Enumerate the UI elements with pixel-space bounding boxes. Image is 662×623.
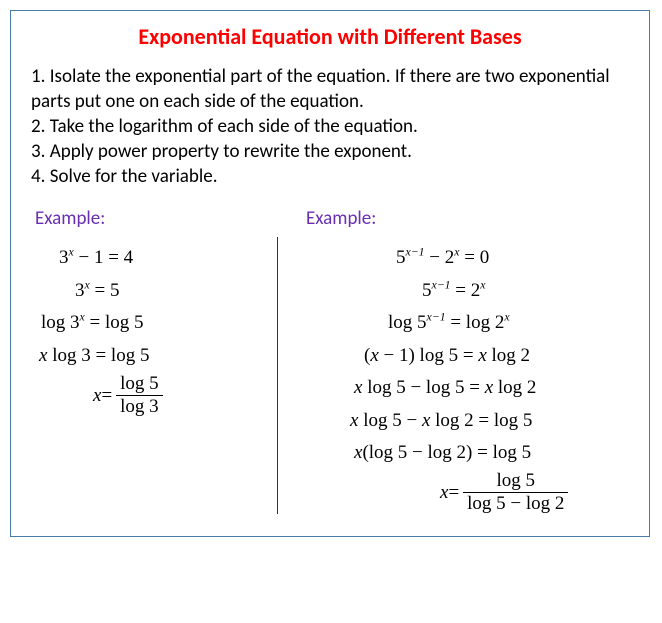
example-left: Example: 3x − 1 = 4 3x = 5 log 3x = log 5 x… — [31, 207, 280, 518]
example-right: Example: 5x−1 − 2x = 0 5x−1 = 2x log 5x−1 … — [280, 207, 629, 518]
math-line: log 5x−1 = log 2x — [346, 308, 629, 337]
step-3: 3. Apply power property to rewrite the e… — [31, 139, 629, 164]
example-label-right: Example: — [306, 207, 629, 230]
math-line: x log 5 − x log 2 = log 5 — [346, 406, 629, 435]
column-divider — [277, 237, 278, 514]
math-right: 5x−1 − 2x = 0 5x−1 = 2x log 5x−1 = log 2x (… — [306, 238, 629, 515]
page-title: Exponential Equation with Different Base… — [31, 23, 629, 50]
steps-list: 1. Isolate the exponential part of the e… — [31, 64, 629, 189]
math-line: x log 5 − log 5 = x log 2 — [346, 373, 629, 402]
math-left: 3x − 1 = 4 3x = 5 log 3x = log 5 x log 3 = … — [35, 238, 280, 417]
math-line: 3x = 5 — [37, 276, 280, 305]
step-2: 2. Take the logarithm of each side of th… — [31, 114, 629, 139]
examples-row: Example: 3x − 1 = 4 3x = 5 log 3x = log 5 x… — [31, 207, 629, 518]
example-label-left: Example: — [35, 207, 280, 230]
math-line: 5x−1 = 2x — [346, 276, 629, 305]
math-line: 3x − 1 = 4 — [37, 243, 280, 272]
lesson-card: Exponential Equation with Different Base… — [10, 10, 650, 537]
math-line: log 3x = log 5 — [37, 308, 280, 337]
math-line: x(log 5 − log 2) = log 5 — [346, 438, 629, 467]
math-line: x = log 5log 5 − log 2 — [346, 470, 629, 515]
step-4: 4. Solve for the variable. — [31, 164, 629, 189]
math-line: x = log 5log 3 — [37, 373, 280, 418]
math-line: (x − 1) log 5 = x log 2 — [346, 341, 629, 370]
math-line: 5x−1 − 2x = 0 — [346, 243, 629, 272]
step-1: 1. Isolate the exponential part of the e… — [31, 64, 629, 114]
math-line: x log 3 = log 5 — [37, 341, 280, 370]
